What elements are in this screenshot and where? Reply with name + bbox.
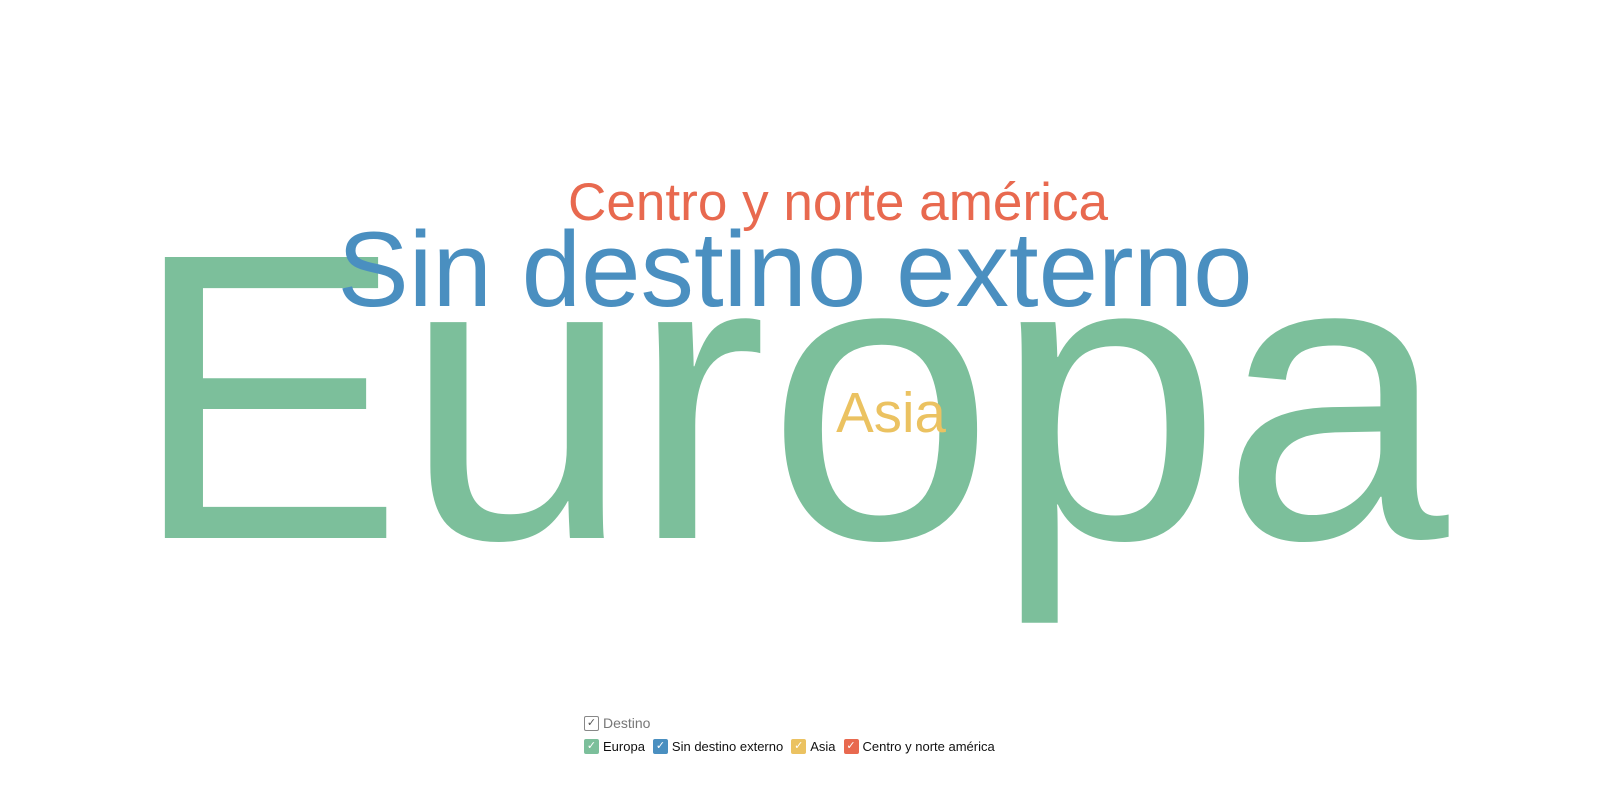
word-centro-y-norte-am-rica: Centro y norte américa: [568, 173, 1108, 232]
word-sin-destino-externo: Sin destino externo: [337, 209, 1252, 329]
legend-label: Centro y norte américa: [862, 738, 995, 754]
legend-checkbox-icon[interactable]: ✓: [584, 738, 599, 754]
legend-items: ✓ Europa ✓ Sin destino externo ✓ Asia ✓ …: [584, 736, 1003, 756]
legend-item-europa[interactable]: ✓ Europa: [584, 738, 645, 754]
legend: ✓ Destino ✓ Europa ✓ Sin destino externo…: [584, 713, 1003, 756]
legend-title-checkbox-icon[interactable]: ✓: [584, 715, 599, 731]
legend-item-asia[interactable]: ✓ Asia: [791, 738, 836, 754]
word-asia: Asia: [836, 381, 946, 444]
legend-checkbox-icon[interactable]: ✓: [652, 738, 668, 754]
legend-label: Europa: [603, 738, 645, 754]
legend-title-row[interactable]: ✓ Destino: [584, 713, 1003, 733]
legend-item-centro-y-norte-america[interactable]: ✓ Centro y norte américa: [843, 738, 995, 754]
legend-title: Destino: [603, 715, 651, 731]
legend-label: Asia: [810, 738, 836, 754]
legend-label: Sin destino externo: [671, 738, 784, 754]
legend-item-sin-destino-externo[interactable]: ✓ Sin destino externo: [652, 738, 784, 754]
word-europa: Europa: [131, 168, 1451, 627]
legend-checkbox-icon[interactable]: ✓: [791, 738, 807, 754]
legend-checkbox-icon[interactable]: ✓: [843, 738, 859, 754]
